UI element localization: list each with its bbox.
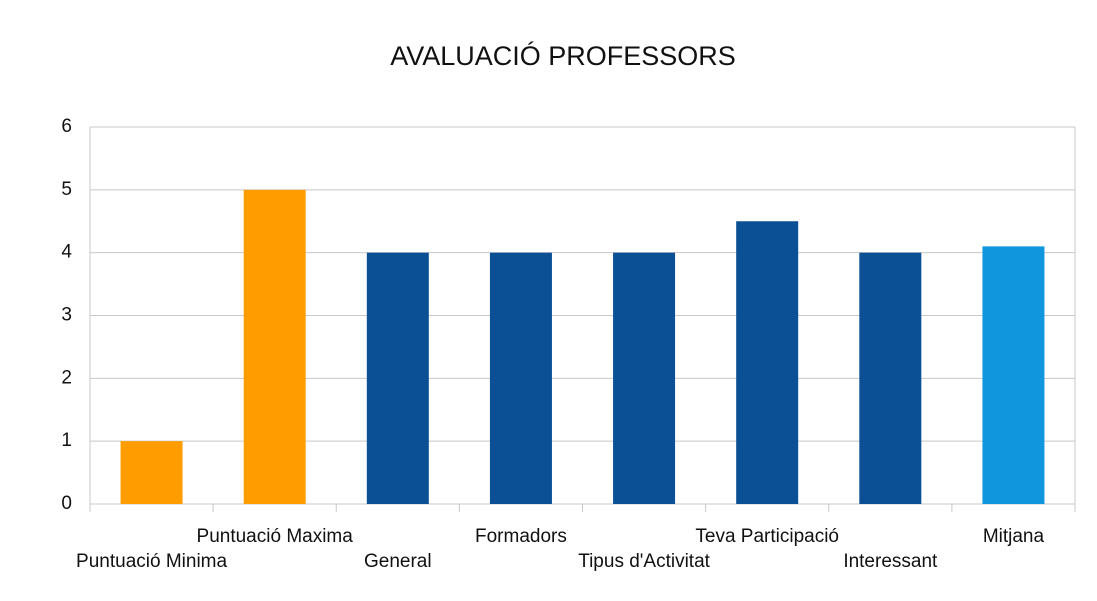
bar [366,252,429,504]
bar [613,252,676,504]
bar [120,441,183,504]
bar [982,246,1045,504]
x-tick-label: Teva Participació [695,526,839,547]
y-tick-label: 2 [61,367,72,388]
x-tick-label: Interessant [843,551,938,572]
y-tick-label: 5 [61,179,72,200]
x-tick-label: Tipus d'Activitat [578,551,710,572]
bar [489,252,552,504]
x-tick-label: Mitjana [983,526,1045,547]
x-tick-label: General [364,551,432,572]
x-tick-label: Puntuació Maxima [197,526,354,547]
x-tick-label: Formadors [475,526,567,547]
chart-title: AVALUACIÓ PROFESSORS [390,40,736,71]
bar [243,189,306,505]
y-tick-label: 4 [61,242,72,263]
bar [859,252,922,504]
y-tick-label: 1 [61,430,72,451]
x-tick-label: Puntuació Minima [76,551,227,572]
y-tick-label: 0 [61,493,72,514]
y-tick-label: 3 [61,305,72,326]
y-tick-label: 6 [61,116,72,137]
bar [736,221,799,504]
